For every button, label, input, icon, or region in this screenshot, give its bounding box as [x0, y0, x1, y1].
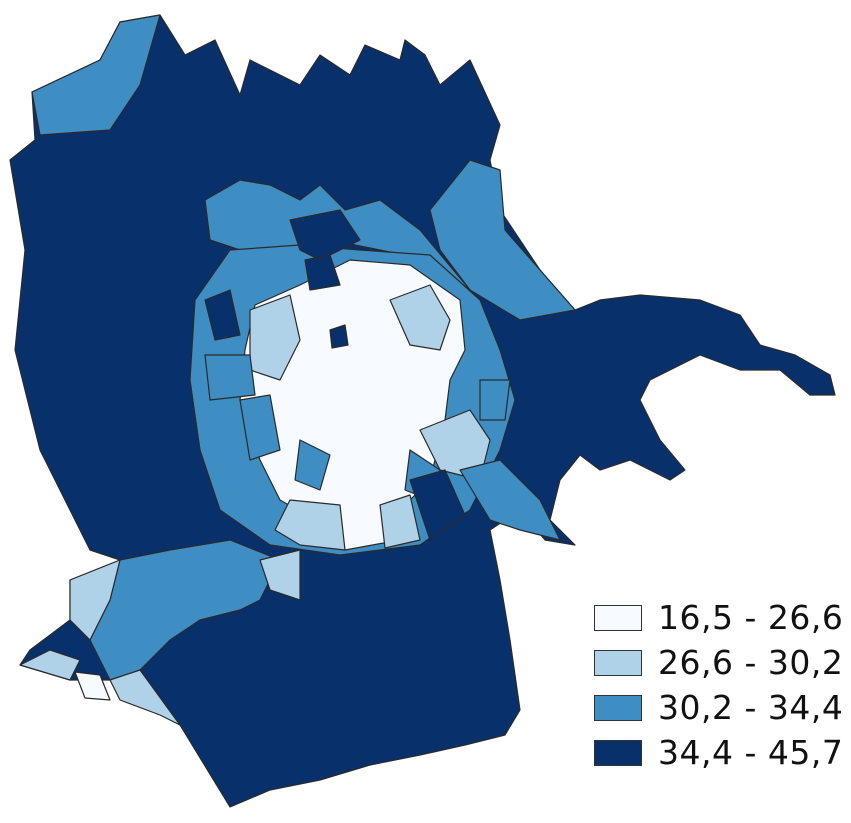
- map-region: [204, 289, 241, 341]
- map-region: [31, 14, 161, 136]
- legend-swatch: [594, 694, 642, 721]
- legend-label: 30,2 - 34,4: [658, 688, 844, 727]
- map-region: [304, 254, 341, 291]
- map-region: [459, 459, 561, 541]
- map-region: [429, 159, 576, 321]
- legend: 16,5 - 26,6 26,6 - 30,2 30,2 - 34,4 34,4…: [594, 595, 843, 775]
- map-region: [289, 209, 361, 261]
- legend-label: 16,5 - 26,6: [658, 598, 844, 637]
- map-region: [294, 439, 331, 491]
- map-region: [204, 354, 256, 401]
- map-region: [274, 499, 346, 551]
- legend-label: 26,6 - 30,2: [658, 643, 844, 682]
- legend-swatch: [594, 739, 642, 766]
- map-region: [69, 559, 121, 641]
- map-region: [239, 394, 281, 461]
- map-region: [479, 379, 511, 421]
- map-region: [259, 549, 301, 601]
- map-region: [389, 284, 451, 351]
- map-region: [109, 669, 181, 726]
- map-region: [74, 671, 111, 701]
- map-region: [329, 324, 349, 349]
- legend-label: 34,4 - 45,7: [658, 733, 844, 772]
- map-region: [409, 469, 466, 541]
- legend-item: 16,5 - 26,6: [594, 595, 843, 640]
- legend-swatch: [594, 649, 642, 676]
- legend-swatch: [594, 604, 642, 631]
- legend-item: 30,2 - 34,4: [594, 685, 843, 730]
- map-region: [419, 409, 491, 481]
- legend-item: 26,6 - 30,2: [594, 640, 843, 685]
- legend-item: 34,4 - 45,7: [594, 730, 843, 775]
- map-region: [379, 494, 421, 549]
- map-region: [19, 649, 81, 681]
